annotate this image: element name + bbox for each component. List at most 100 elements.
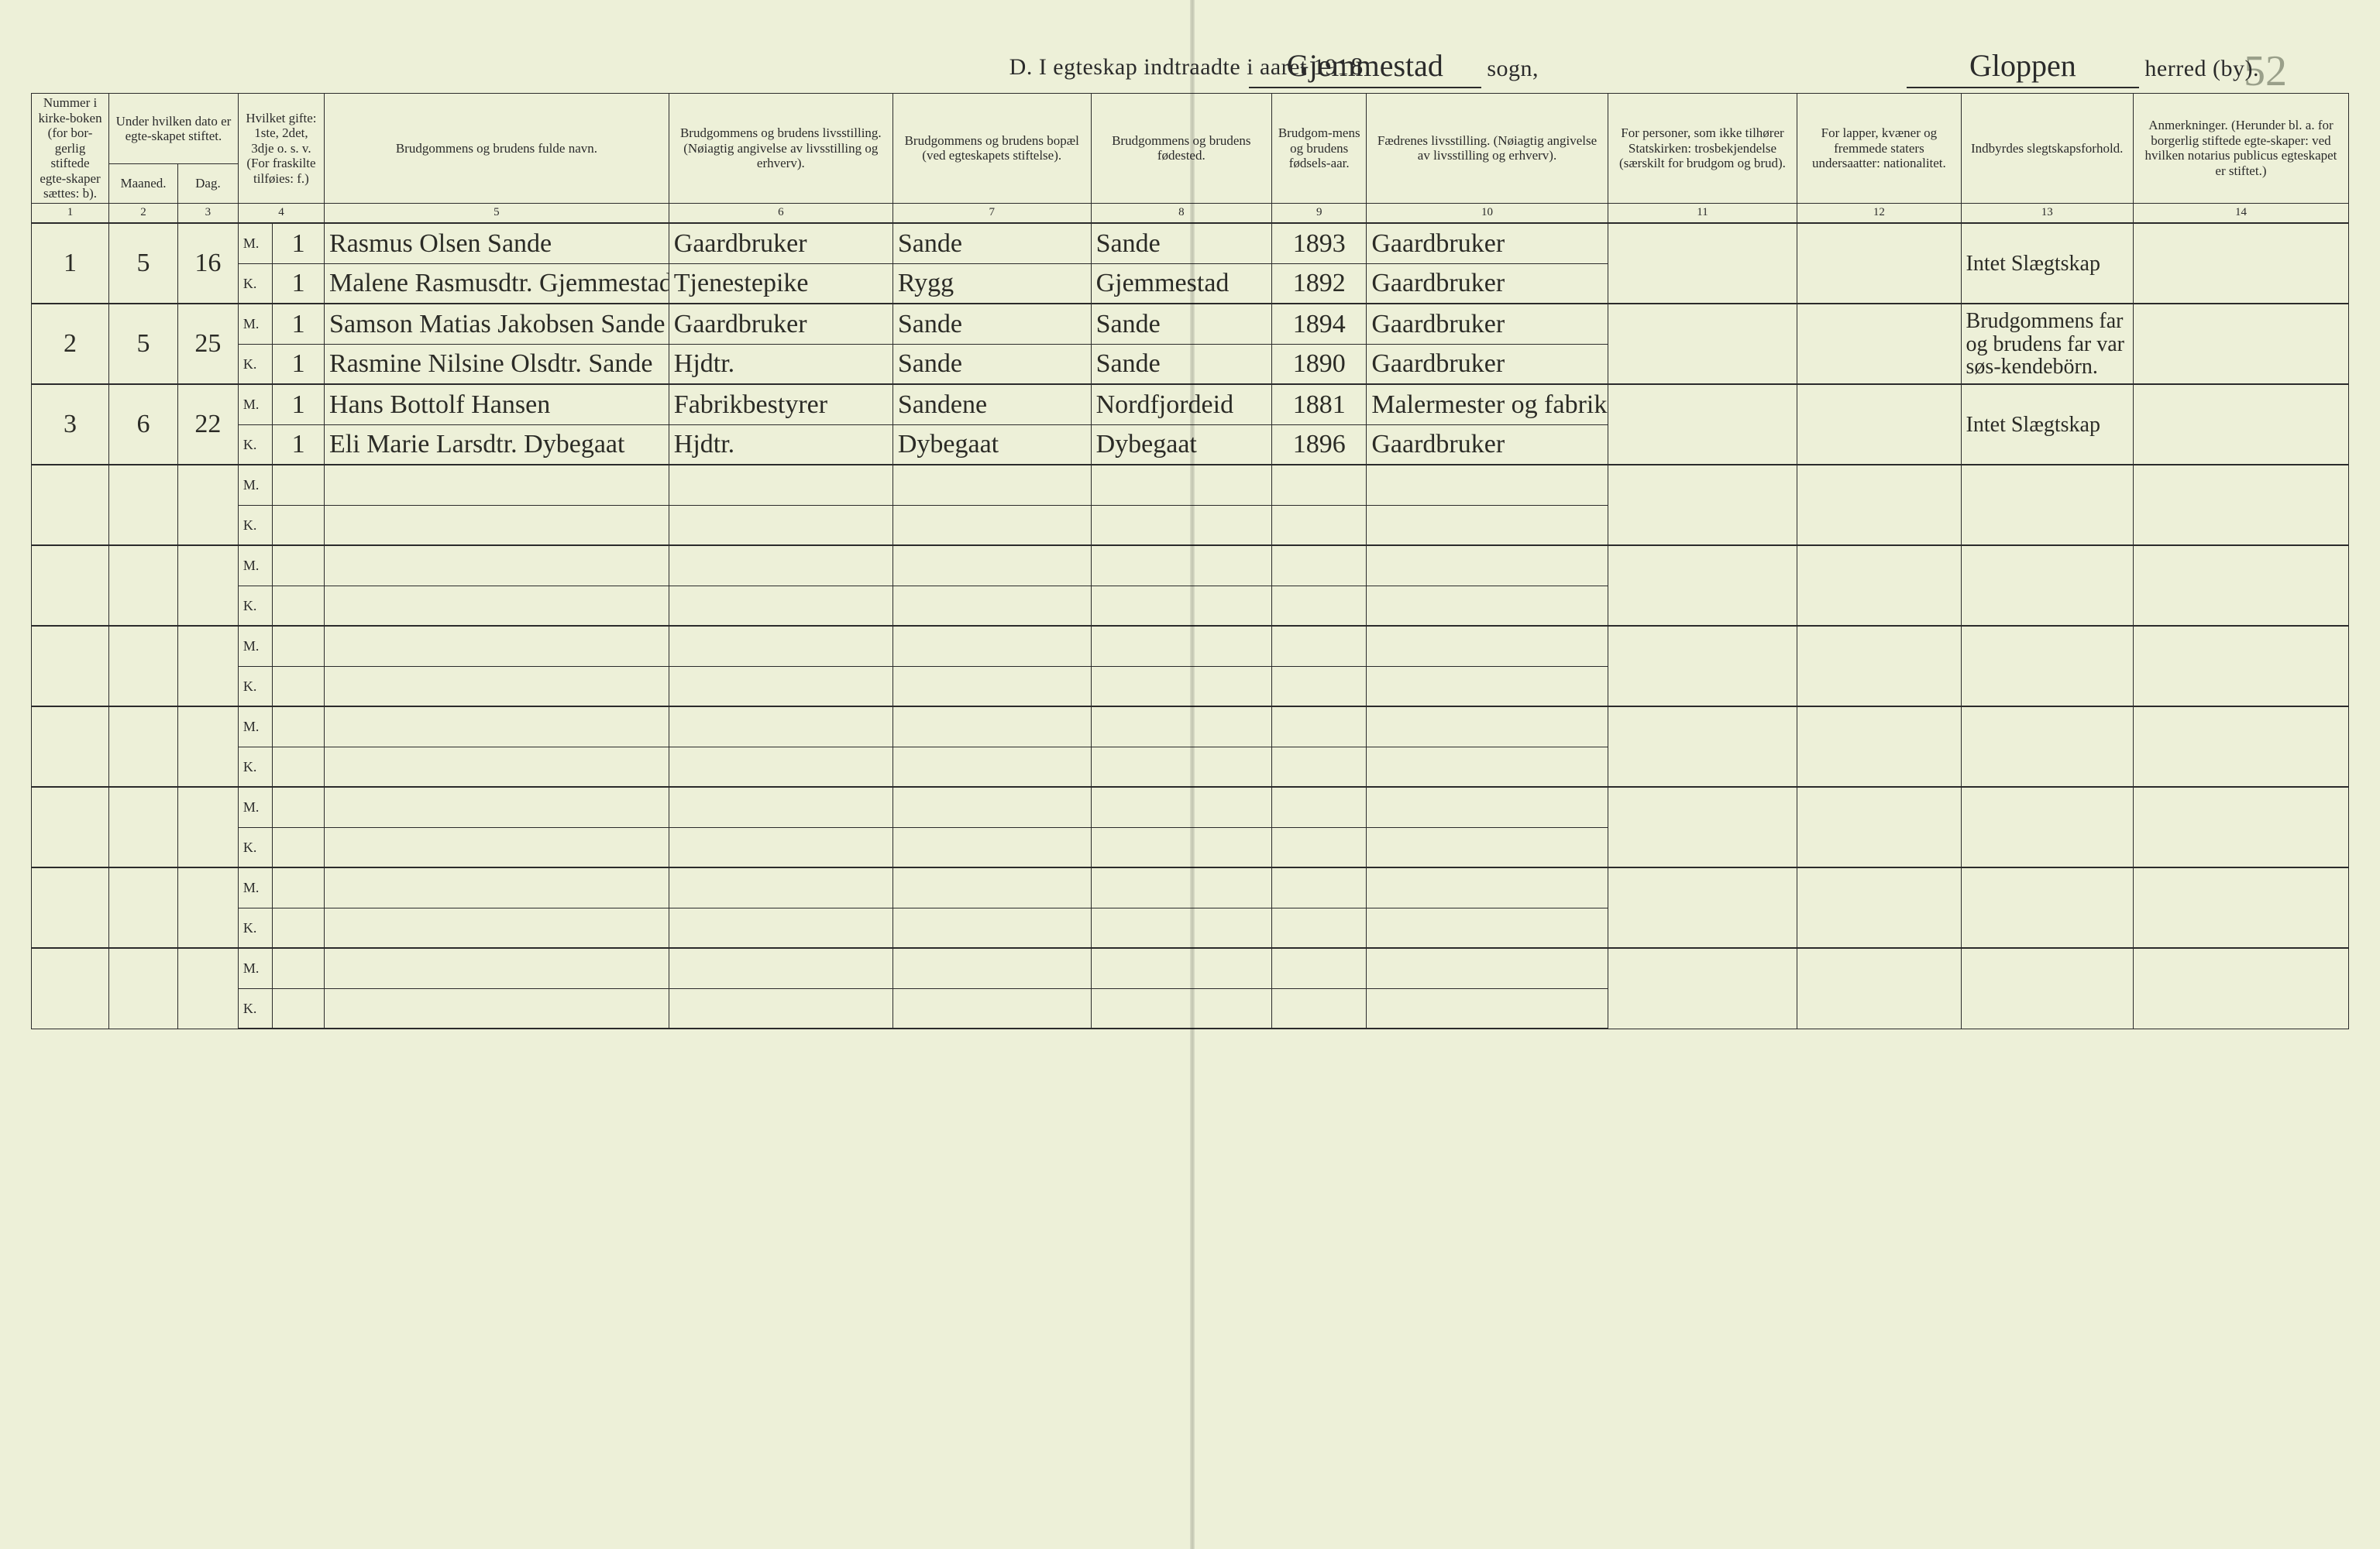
bride-residence xyxy=(892,908,1091,948)
groom-residence xyxy=(892,626,1091,666)
col-header: Brudgommens og brudens bopæl (ved egtesk… xyxy=(892,94,1091,204)
entry-row-groom: M. xyxy=(32,626,2349,666)
col-number: 14 xyxy=(2133,203,2348,223)
mk-groom: M. xyxy=(238,948,272,988)
bride-birthyear xyxy=(1272,666,1367,706)
cell-faith xyxy=(1608,384,1797,465)
groom-birthplace: Sande xyxy=(1091,223,1271,263)
cell-remarks xyxy=(2133,867,2348,948)
cell-remarks xyxy=(2133,223,2348,304)
bride-residence: Rygg xyxy=(892,263,1091,304)
cell-nationality xyxy=(1797,787,1961,867)
cell-remarks xyxy=(2133,545,2348,626)
bride-birthyear: 1892 xyxy=(1272,263,1367,304)
cell-remarks xyxy=(2133,948,2348,1029)
bride-father-occ xyxy=(1367,988,1608,1029)
entry-number xyxy=(32,706,109,787)
cell-remarks xyxy=(2133,787,2348,867)
groom-father-occ xyxy=(1367,867,1608,908)
groom-father-occ: Malermester og fabrikeier xyxy=(1367,384,1608,424)
col-number: 8 xyxy=(1091,203,1271,223)
cell-faith xyxy=(1608,787,1797,867)
entry-month: 6 xyxy=(109,384,178,465)
sogn-label: sogn, xyxy=(1487,56,1539,81)
entry-row-groom: M. xyxy=(32,867,2349,908)
bride-gifte: 1 xyxy=(273,344,325,384)
cell-kinship xyxy=(1961,465,2133,545)
groom-name xyxy=(325,787,669,827)
cell-remarks xyxy=(2133,304,2348,384)
entry-row-groom: 2525M.1Samson Matias Jakobsen SandeGaard… xyxy=(32,304,2349,344)
mk-groom: M. xyxy=(238,545,272,586)
entry-row-groom: M. xyxy=(32,545,2349,586)
cell-faith xyxy=(1608,465,1797,545)
ledger-table: Nummer i kirke-boken (for bor-gerlig sti… xyxy=(31,93,2349,1029)
groom-gifte: 1 xyxy=(273,384,325,424)
bride-occupation: Hjdtr. xyxy=(669,344,892,384)
bride-gifte: 1 xyxy=(273,424,325,465)
col-number: 4 xyxy=(238,203,324,223)
cell-faith xyxy=(1608,948,1797,1029)
groom-occupation xyxy=(669,867,892,908)
bride-gifte xyxy=(273,666,325,706)
groom-birthplace xyxy=(1091,545,1271,586)
cell-nationality xyxy=(1797,948,1961,1029)
bride-occupation xyxy=(669,747,892,787)
groom-father-occ: Gaardbruker xyxy=(1367,223,1608,263)
groom-birthyear xyxy=(1272,465,1367,505)
entry-number xyxy=(32,465,109,545)
groom-gifte xyxy=(273,706,325,747)
col-number: 6 xyxy=(669,203,892,223)
cell-remarks xyxy=(2133,706,2348,787)
bride-birthplace xyxy=(1091,988,1271,1029)
col-subheader: Dag. xyxy=(178,164,239,204)
entry-row-groom: M. xyxy=(32,465,2349,505)
entry-number: 3 xyxy=(32,384,109,465)
groom-name xyxy=(325,706,669,747)
cell-remarks xyxy=(2133,465,2348,545)
bride-residence xyxy=(892,827,1091,867)
bride-birthyear xyxy=(1272,747,1367,787)
groom-birthyear: 1893 xyxy=(1272,223,1367,263)
groom-birthyear: 1881 xyxy=(1272,384,1367,424)
mk-bride: K. xyxy=(238,666,272,706)
groom-name: Hans Bottolf Hansen xyxy=(325,384,669,424)
mk-groom: M. xyxy=(238,787,272,827)
groom-birthplace xyxy=(1091,626,1271,666)
groom-occupation xyxy=(669,706,892,747)
groom-father-occ xyxy=(1367,706,1608,747)
entry-month: 5 xyxy=(109,223,178,304)
groom-occupation: Gaardbruker xyxy=(669,223,892,263)
col-header: Indbyrdes slegtskapsforhold. xyxy=(1961,94,2133,204)
groom-occupation xyxy=(669,787,892,827)
groom-name: Samson Matias Jakobsen Sande xyxy=(325,304,669,344)
cell-remarks xyxy=(2133,626,2348,706)
groom-occupation xyxy=(669,465,892,505)
col-number: 12 xyxy=(1797,203,1961,223)
entry-row-groom: 3622M.1Hans Bottolf HansenFabrikbestyrer… xyxy=(32,384,2349,424)
cell-faith xyxy=(1608,867,1797,948)
bride-name xyxy=(325,827,669,867)
mk-groom: M. xyxy=(238,223,272,263)
groom-residence xyxy=(892,465,1091,505)
bride-name xyxy=(325,908,669,948)
bride-birthplace: Sande xyxy=(1091,344,1271,384)
cell-nationality xyxy=(1797,545,1961,626)
cell-nationality xyxy=(1797,223,1961,304)
groom-birthplace: Sande xyxy=(1091,304,1271,344)
col-number: 1 xyxy=(32,203,109,223)
groom-gifte xyxy=(273,465,325,505)
groom-residence xyxy=(892,545,1091,586)
bride-name xyxy=(325,747,669,787)
mk-groom: M. xyxy=(238,867,272,908)
bride-occupation: Tjenestepike xyxy=(669,263,892,304)
col-number: 5 xyxy=(325,203,669,223)
groom-residence xyxy=(892,948,1091,988)
bride-occupation xyxy=(669,908,892,948)
bride-name: Malene Rasmusdtr. Gjemmestad xyxy=(325,263,669,304)
bride-name: Rasmine Nilsine Olsdtr. Sande xyxy=(325,344,669,384)
bride-birthyear xyxy=(1272,908,1367,948)
groom-father-occ xyxy=(1367,948,1608,988)
groom-birthyear: 1894 xyxy=(1272,304,1367,344)
entry-number: 1 xyxy=(32,223,109,304)
